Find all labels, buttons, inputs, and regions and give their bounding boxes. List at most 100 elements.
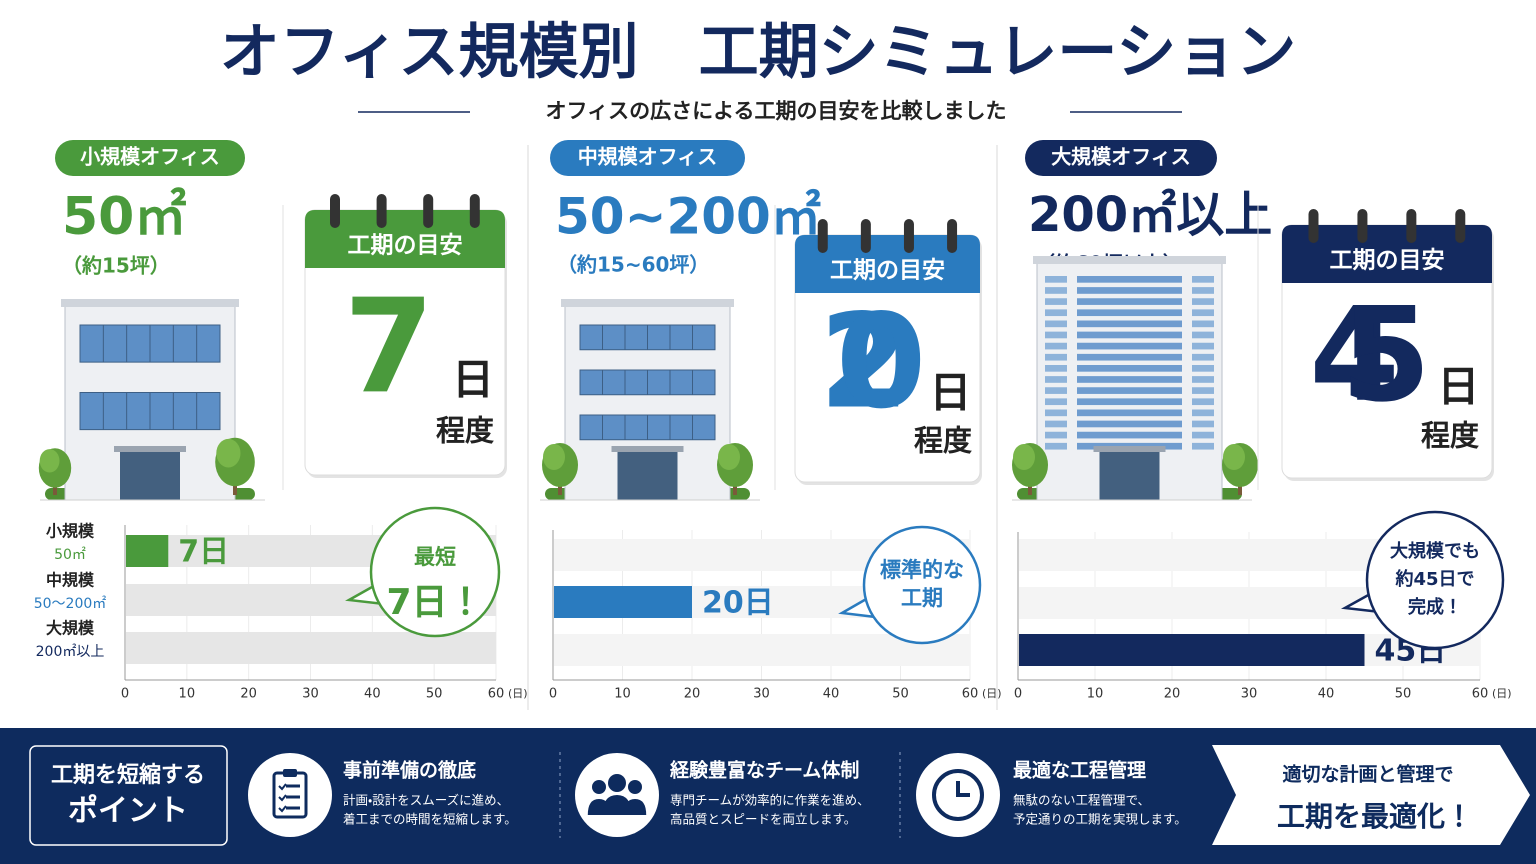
calendar-days: 7 bbox=[344, 270, 434, 422]
floor-area: 200㎡以上 bbox=[1028, 187, 1272, 243]
tree-trunk bbox=[233, 479, 237, 495]
point-title: 経験豊富なチーム体制 bbox=[669, 759, 859, 782]
building-window bbox=[1192, 376, 1214, 383]
building-canopy bbox=[611, 446, 684, 452]
x-tick-label: 50 bbox=[426, 687, 443, 702]
tree-crown bbox=[543, 444, 565, 470]
point-text: 専門チームが効率的に作業を進め、 bbox=[670, 793, 870, 808]
building-window bbox=[1192, 276, 1214, 283]
calendar-ring bbox=[423, 194, 434, 228]
building-window bbox=[1045, 398, 1067, 406]
title: オフィス規模別 工期シミュレーション bbox=[220, 18, 1296, 88]
building-window bbox=[1045, 387, 1067, 394]
bar-track bbox=[126, 632, 496, 664]
clipboard-check bbox=[278, 794, 287, 802]
x-tick-label: 0 bbox=[549, 687, 557, 702]
size-badge bbox=[1025, 140, 1217, 176]
calendar-ring bbox=[903, 219, 914, 253]
row-size: 50～200㎡ bbox=[34, 596, 107, 612]
calendar-approx: 程度 bbox=[914, 423, 972, 457]
size-badge-label: 大規模オフィス bbox=[1051, 145, 1191, 169]
calendar-days: 45 bbox=[1309, 279, 1431, 431]
footer-label: ポイント bbox=[68, 794, 188, 829]
building-window bbox=[1045, 376, 1067, 383]
building-window bbox=[1077, 320, 1182, 328]
building-window bbox=[1192, 287, 1214, 294]
floor-area: 50~200㎡ bbox=[555, 188, 821, 246]
size-badge-label: 中規模オフィス bbox=[578, 145, 718, 169]
floor-area: 50㎡ bbox=[62, 187, 186, 247]
tsubo: （約15~60坪） bbox=[557, 253, 709, 277]
building-window bbox=[1192, 353, 1214, 361]
building-window bbox=[1192, 431, 1214, 439]
person-body bbox=[602, 795, 632, 815]
building-window bbox=[1077, 387, 1182, 394]
row-label: 大規模 bbox=[46, 619, 95, 638]
calendar-ring bbox=[1406, 209, 1417, 243]
row-size: 200㎡以上 bbox=[36, 644, 105, 660]
calendar-approx: 程度 bbox=[1421, 419, 1479, 453]
clock-hands bbox=[956, 781, 970, 797]
building-entrance bbox=[120, 452, 180, 500]
callout bbox=[1365, 510, 1505, 650]
building-window bbox=[1045, 298, 1067, 305]
callout-text: 大規模でも bbox=[1390, 540, 1480, 562]
calendar-ring bbox=[469, 194, 480, 228]
building-window bbox=[1192, 342, 1214, 350]
x-tick-label: 20 bbox=[240, 687, 257, 702]
x-tick-label: 0 bbox=[1014, 687, 1022, 702]
building-window bbox=[1045, 420, 1067, 428]
building-window bbox=[1045, 320, 1067, 328]
building-window bbox=[1045, 331, 1067, 339]
x-tick-label: 10 bbox=[614, 687, 631, 702]
row-label: 小規模 bbox=[46, 522, 95, 541]
building-window bbox=[1045, 276, 1067, 283]
calendar-days: 20 bbox=[819, 285, 926, 437]
calendar-ring bbox=[860, 219, 871, 253]
size-badge bbox=[550, 140, 745, 176]
clipboard-check bbox=[278, 783, 287, 791]
person-head bbox=[592, 780, 606, 794]
building-window bbox=[1077, 331, 1182, 339]
tree-crown bbox=[39, 449, 60, 473]
person-head bbox=[628, 780, 642, 794]
calendar-ring bbox=[376, 194, 387, 228]
x-tick-label: 20 bbox=[1164, 687, 1181, 702]
size-badge bbox=[55, 140, 245, 176]
point-text: 高品質とスピードを両立します。 bbox=[670, 812, 856, 827]
tree-trunk bbox=[53, 482, 57, 495]
callout-text: 標準的な bbox=[880, 558, 964, 582]
building-window bbox=[1045, 431, 1067, 439]
building-window bbox=[1192, 442, 1214, 450]
building-window bbox=[1077, 431, 1182, 439]
tree-trunk bbox=[558, 481, 562, 495]
building-window bbox=[1045, 409, 1067, 417]
building-roof bbox=[1033, 256, 1226, 264]
building-canopy bbox=[1093, 446, 1166, 452]
building-window bbox=[1077, 353, 1182, 361]
x-tick-label: 30 bbox=[753, 687, 770, 702]
building-window bbox=[1192, 320, 1214, 328]
building-window bbox=[1077, 342, 1182, 350]
building-window bbox=[1077, 420, 1182, 428]
clipboard-check bbox=[278, 805, 287, 813]
footer-label-box bbox=[29, 745, 228, 846]
x-tick-label: 60 bbox=[488, 687, 505, 702]
point-text: 予定通りの工期を実現します。 bbox=[1013, 812, 1187, 827]
building-canopy bbox=[114, 446, 186, 452]
calendar-header bbox=[795, 235, 980, 293]
x-tick-label: 10 bbox=[179, 687, 196, 702]
callout-text: 最短 bbox=[414, 545, 456, 569]
tree-crown bbox=[216, 438, 241, 468]
footer-label: 工期を短縮する bbox=[51, 762, 205, 788]
building-window bbox=[1192, 365, 1214, 372]
building-window bbox=[1077, 376, 1182, 383]
bar bbox=[554, 586, 692, 618]
conclusion-arrow bbox=[1212, 745, 1530, 845]
point-title: 最適な工程管理 bbox=[1013, 759, 1146, 782]
building-window bbox=[1077, 365, 1182, 372]
building-roof bbox=[61, 299, 239, 307]
calendar-unit: 日 bbox=[1437, 362, 1479, 411]
